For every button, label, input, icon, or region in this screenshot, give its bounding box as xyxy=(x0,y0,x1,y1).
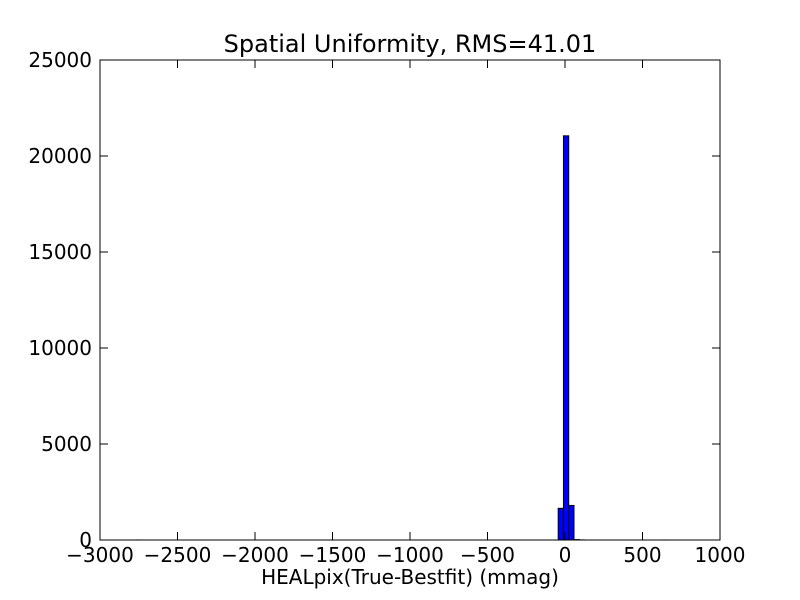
y-tick-label: 5000 xyxy=(41,432,92,456)
x-tick-label: −3000 xyxy=(66,543,134,567)
x-tick-label: 1000 xyxy=(695,543,746,567)
y-tick-label: 0 xyxy=(79,528,92,552)
axis-ticks: −3000 −2500 −2000 −1500 −1000 −500 0 500 1000050… xyxy=(28,48,745,567)
x-tick-label: 500 xyxy=(623,543,661,567)
x-tick-label: −2500 xyxy=(144,543,212,567)
x-tick-label: 0 xyxy=(559,543,572,567)
plot-frame xyxy=(99,59,721,541)
y-tick-label: 25000 xyxy=(28,48,92,72)
histogram-bar xyxy=(557,507,564,541)
chart-title: Spatial Uniformity, RMS=41.01 xyxy=(224,30,597,58)
x-axis-label: HEALpix(True-Bestfit) (mmag) xyxy=(261,565,559,589)
y-tick-label: 20000 xyxy=(28,144,92,168)
histogram-bar xyxy=(568,504,575,541)
y-tick-label: 10000 xyxy=(28,336,92,360)
x-tick-label: −1000 xyxy=(376,543,444,567)
x-tick-label: −2000 xyxy=(221,543,289,567)
y-tick-label: 15000 xyxy=(28,240,92,264)
x-tick-label: −1500 xyxy=(299,543,367,567)
histogram-bar xyxy=(562,135,570,541)
x-tick-label: −500 xyxy=(460,543,515,567)
